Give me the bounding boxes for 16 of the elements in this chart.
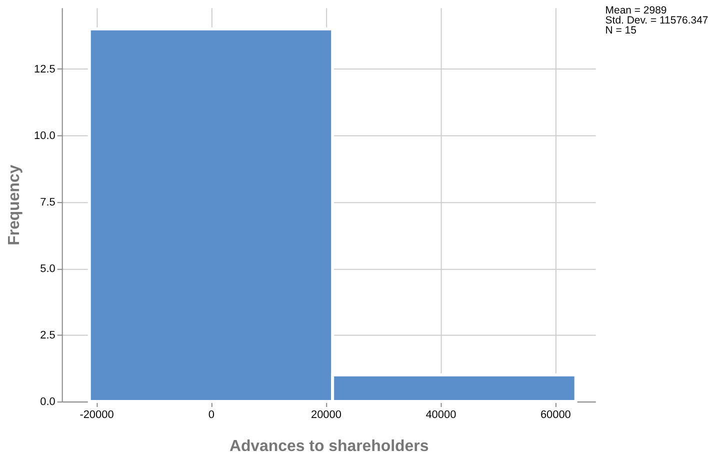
y-tick-label: 2.5 — [40, 329, 56, 342]
y-tick-label: 0.0 — [40, 396, 56, 408]
y-tick-label: 10.0 — [34, 130, 56, 142]
x-axis-title: Advances to shareholders — [229, 438, 429, 455]
x-tick-label: 20000 — [310, 408, 342, 421]
y-tick-label: 5.0 — [40, 262, 56, 275]
y-tick-label: 7.5 — [40, 196, 56, 208]
x-tick-label: 0 — [208, 408, 215, 421]
x-tick-label: 60000 — [540, 408, 571, 421]
text: Mean = 2989 — [605, 6, 667, 17]
y-axis-title: Frequency — [6, 164, 24, 246]
x-tick-label: 40000 — [426, 408, 456, 421]
text: N = 15 — [605, 25, 637, 36]
text: Std. Dev. = 11576.347 — [605, 16, 708, 26]
x-tick-label: -20000 — [80, 408, 114, 421]
y-tick-label: 12.5 — [34, 63, 56, 76]
